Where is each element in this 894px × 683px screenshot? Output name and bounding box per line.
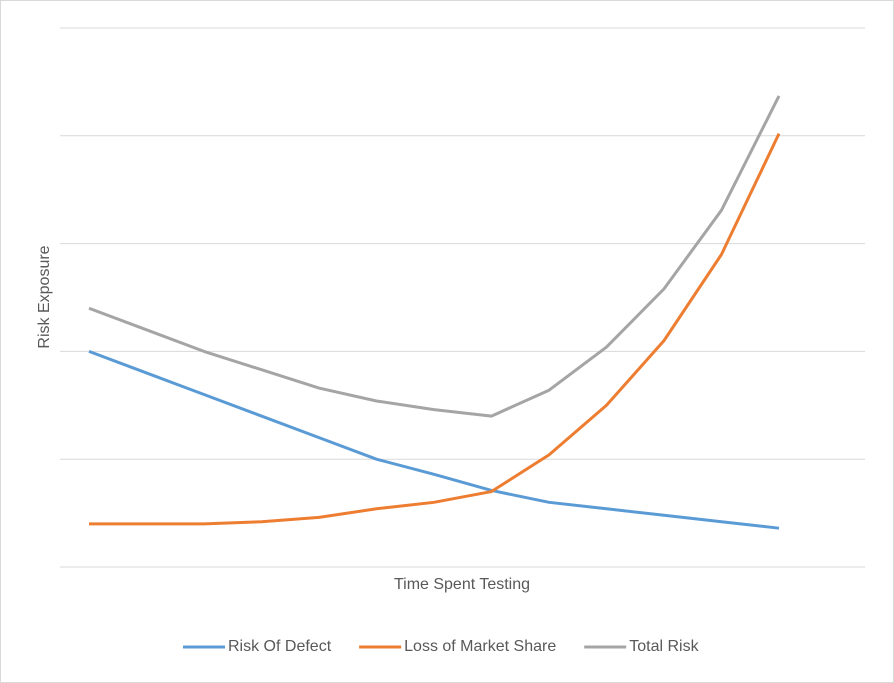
legend-label: Loss of Market Share (404, 638, 556, 655)
x-axis-title: Time Spent Testing (394, 576, 530, 593)
series-line (88, 95, 781, 418)
legend-label: Total Risk (629, 638, 699, 655)
series-line (88, 349, 780, 530)
series-line (89, 132, 781, 526)
legend-label: Risk Of Defect (228, 638, 332, 655)
y-axis-title: Risk Exposure (36, 245, 53, 348)
